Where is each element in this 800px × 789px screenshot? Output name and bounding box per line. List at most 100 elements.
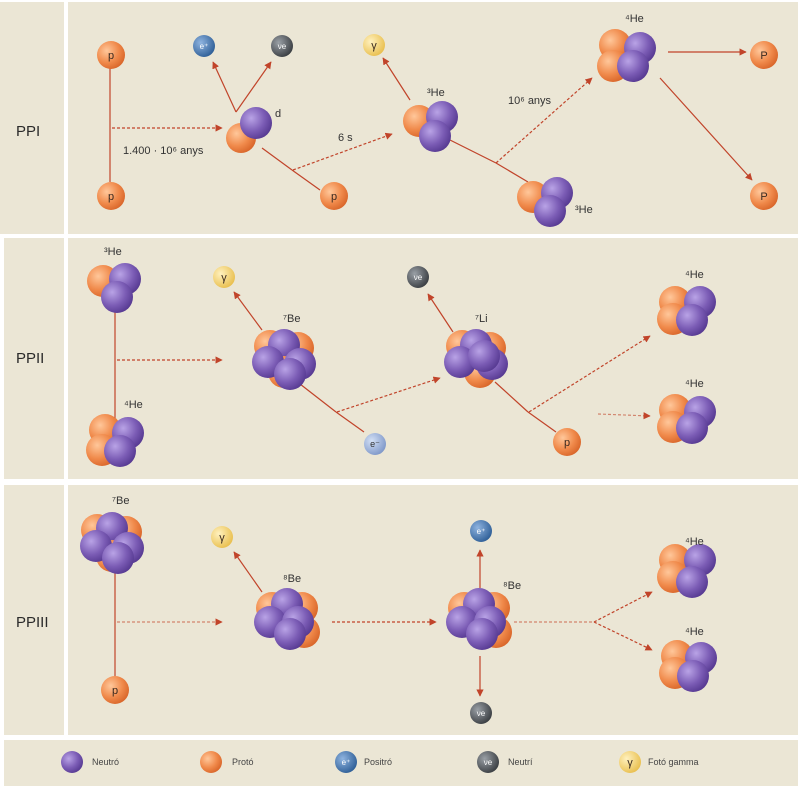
ppii-beryllium7 (252, 329, 316, 390)
svg-text:γ: γ (627, 757, 633, 769)
ppiii-chain-label: PPIII (16, 614, 49, 631)
ppii-helium4-out-2 (657, 394, 716, 444)
ppi-helium3-a-label: ³He (427, 87, 445, 99)
ppii-lithium7-label: ⁷Li (475, 313, 488, 325)
ppiii-proton: p (101, 676, 129, 704)
svg-text:e⁺: e⁺ (342, 758, 351, 767)
ppii-chain-label: PPII (16, 350, 45, 367)
svg-text:p: p (564, 437, 570, 449)
ppi-proton-2: p (97, 182, 125, 210)
ppi-helium4-label: ⁴He (625, 13, 644, 25)
ppi-positron: e⁺ (193, 35, 215, 57)
svg-text:νe: νe (278, 42, 287, 51)
svg-text:γ: γ (371, 40, 377, 52)
svg-text:νe: νe (484, 758, 493, 767)
ppi-d-link (261, 147, 293, 171)
ppii-label-panel (4, 238, 64, 479)
ppiii-helium4-out-2 (659, 640, 717, 692)
ppi-gamma: γ (363, 34, 385, 56)
ppii-arrows (114, 291, 651, 433)
ppii-helium4-out-2-label: ⁴He (685, 378, 704, 390)
svg-text:p: p (331, 191, 337, 203)
legend-neutron-icon (61, 751, 83, 773)
ppiii-beryllium8 (446, 588, 512, 650)
ppiii-beryllium8-label: ⁸Be (503, 580, 521, 592)
svg-text:νe: νe (414, 273, 423, 282)
ppiii-beryllium7 (80, 512, 144, 574)
ppiii-helium4-out-1 (657, 544, 716, 598)
ppii-helium4-out-1-label: ⁴He (685, 269, 704, 281)
svg-text:γ: γ (219, 532, 225, 544)
svg-text:P: P (760, 191, 767, 203)
ppii-arrow-out-2 (597, 412, 651, 420)
legend-positron-label: Positró (364, 757, 393, 767)
ppiii-arrows (114, 549, 653, 697)
svg-text:p: p (108, 50, 114, 62)
ppii-helium3 (87, 263, 141, 313)
ppiii-neutrino: νe (470, 702, 492, 724)
ppi-label-panel (0, 2, 64, 234)
ppiii-panel (68, 485, 798, 735)
svg-text:e⁻: e⁻ (370, 439, 380, 449)
ppii-electron-link (335, 411, 365, 433)
ppiii-helium4-out-1-label: ⁴He (685, 536, 704, 548)
svg-text:νe: νe (477, 709, 486, 718)
legend-panel (4, 740, 798, 786)
ppi-helium4 (597, 29, 656, 82)
legend-neutrino-label: Neutrí (508, 757, 533, 767)
svg-text:γ: γ (221, 272, 227, 284)
legend-photon-label: Fotó gamma (648, 757, 699, 767)
svg-text:p: p (108, 191, 114, 203)
legend-positron-icon: e⁺ (335, 751, 357, 773)
svg-text:e⁺: e⁺ (200, 42, 209, 51)
ppi-neutrino: νe (271, 35, 293, 57)
legend-neutron-label: Neutró (92, 757, 120, 767)
ppi-chain-label: PPI (16, 123, 41, 140)
ppii-beryllium7-label: ⁷Be (283, 313, 300, 325)
ppii-proton: p (553, 428, 581, 456)
ppii-arrow-fusion-2 (336, 376, 441, 413)
ppi-arrow-proton-out-2 (659, 77, 753, 181)
ppi-arrows (109, 48, 753, 191)
ppii-li7-link (494, 381, 529, 413)
ppii-neutrino: νe (407, 266, 429, 288)
ppiii-arrow-gamma (233, 551, 263, 593)
legend-proton-icon (200, 751, 222, 773)
legend-photon-icon: γ (619, 751, 641, 773)
ppi-helium3-a (403, 101, 458, 152)
ppiii-helium4-out-2-label: ⁴He (685, 626, 704, 638)
ppi-proton-1: p (97, 41, 125, 69)
ppii-electron: e⁻ (364, 433, 386, 455)
ppii-proton-link (527, 411, 557, 433)
ppii-gamma: γ (213, 266, 235, 288)
svg-text:p: p (112, 685, 118, 697)
ppii-helium4-in-label: ⁴He (124, 399, 143, 411)
svg-text:e⁺: e⁺ (477, 527, 486, 536)
ppi-he3a-link (449, 139, 497, 164)
ppi-arrow-positron (212, 61, 237, 113)
ppi-time-1: 1.400 · 10⁶ anys (123, 145, 204, 157)
ppi-helium3-b (517, 177, 573, 227)
ppi-p-link (291, 169, 321, 191)
ppii-be7-link (299, 383, 337, 413)
ppi-proton-out-2: P (750, 182, 778, 210)
ppi-proton-3: p (320, 182, 348, 210)
ppii-arrow-out-1 (528, 335, 651, 413)
ppiii-beryllium7-label: ⁷Be (112, 495, 129, 507)
ppiii-arrow-out-2 (593, 621, 653, 651)
legend-proton-label: Protó (232, 757, 254, 767)
ppi-deuteron (226, 107, 272, 153)
ppi-time-2: 6 s (338, 132, 353, 144)
ppii-helium3-label: ³He (104, 246, 122, 258)
ppi-arrow-gamma (382, 57, 411, 101)
ppi-helium3-b-label: ³He (575, 204, 593, 216)
ppi-arrow-fusion-2 (292, 132, 393, 171)
ppii-arrow-neutrino (427, 293, 454, 333)
ppiii-arrow-out-1 (593, 591, 653, 623)
ppiii-boron8 (254, 588, 320, 650)
ppi-arrow-neutrino (235, 61, 272, 113)
svg-text:P: P (760, 50, 767, 62)
ppi-time-3: 10⁶ anys (508, 95, 552, 107)
legend-neutrino-icon: νe (477, 751, 499, 773)
ppii-helium4-out-1 (657, 286, 716, 336)
